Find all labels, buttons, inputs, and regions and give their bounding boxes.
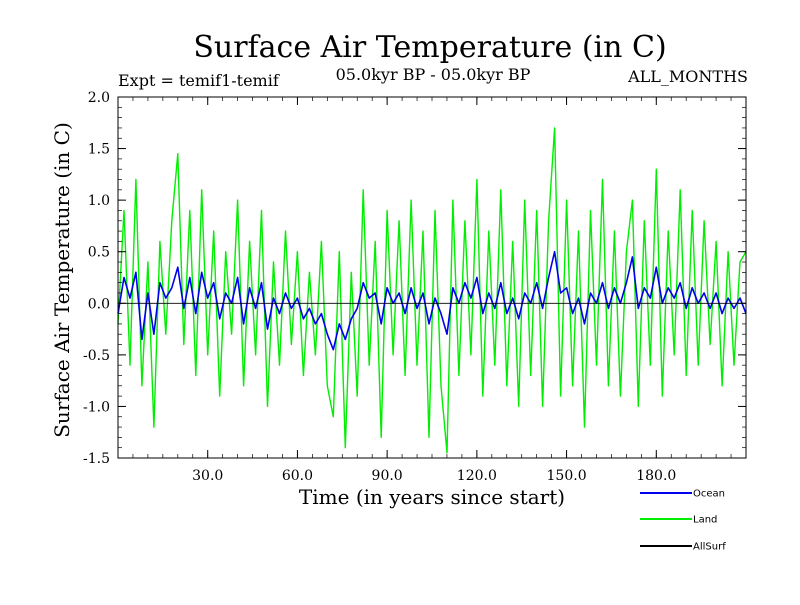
y-tick-label: -1.0 <box>83 399 110 415</box>
y-tick-label: -0.5 <box>83 348 110 364</box>
y-tick-label: 0.0 <box>88 296 110 312</box>
legend-label-ocean: Ocean <box>693 489 725 500</box>
y-tick-label: -1.5 <box>83 451 110 467</box>
plot-frame <box>117 96 747 459</box>
x-tick-label: 90.0 <box>372 468 403 484</box>
y-tick-label: 1.0 <box>88 193 110 209</box>
series-line-land <box>117 127 747 454</box>
x-axis-label: Time (in years since start) <box>299 485 565 509</box>
series-line-ocean <box>117 250 747 351</box>
plot-series-group <box>117 127 747 454</box>
chart-subtitle: 05.0kyr BP - 05.0kyr BP <box>336 65 531 84</box>
y-tick-label: 2.0 <box>88 90 110 106</box>
x-tick-label: 120.0 <box>457 468 497 484</box>
x-tick-label: 180.0 <box>636 468 676 484</box>
legend-label-allsurf: AllSurf <box>693 542 726 553</box>
months-label: ALL_MONTHS <box>627 67 748 86</box>
experiment-label: Expt = temif1-temif <box>118 71 280 90</box>
x-tick-label: 150.0 <box>547 468 587 484</box>
y-tick-label: 0.5 <box>88 245 110 261</box>
y-tick-label: 1.5 <box>88 142 110 158</box>
y-axis-label: Surface Air Temperature (in C) <box>50 122 74 438</box>
legend-label-land: Land <box>693 515 717 526</box>
plot-axes-group: -1.5 -1.0 -0.5 0.0 0.5 1.0 1.5 2.0 30.0 60.0 90.0 1… <box>83 90 747 484</box>
x-tick-label: 60.0 <box>282 468 313 484</box>
x-tick-label: 30.0 <box>192 468 223 484</box>
legend: Ocean Land AllSurf <box>640 489 726 553</box>
chart-title: Surface Air Temperature (in C) <box>193 30 666 65</box>
